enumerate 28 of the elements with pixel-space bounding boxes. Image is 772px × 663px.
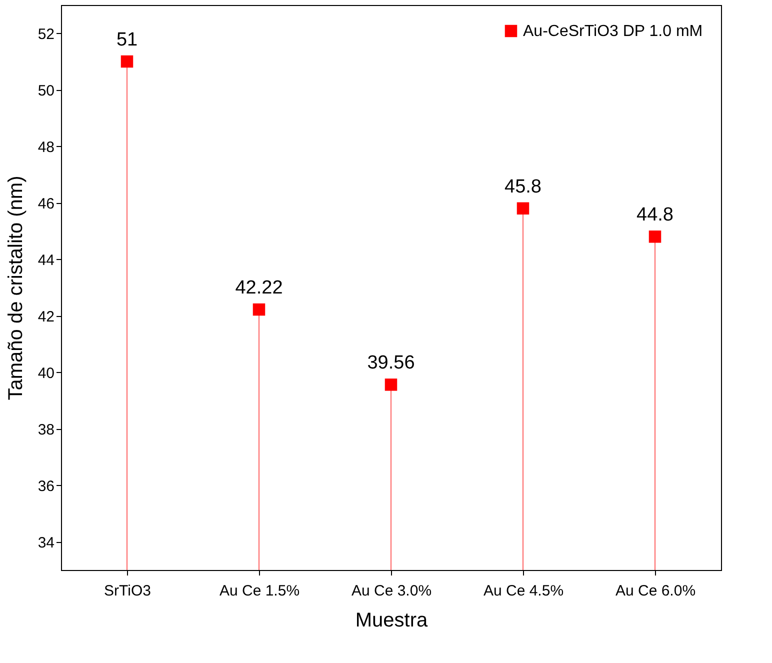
y-tick-label: 48 bbox=[38, 138, 54, 156]
data-label: 42.22 bbox=[235, 278, 283, 299]
point bbox=[252, 303, 266, 316]
data-label: 51 bbox=[116, 30, 138, 50]
y-tick-label: 44 bbox=[38, 252, 54, 269]
x-tick-label: SrTiO3 bbox=[104, 582, 151, 600]
point bbox=[120, 55, 134, 68]
y-axis-title: Tamaño de cristalito (nm) bbox=[4, 176, 27, 400]
x-axis-title: Muestra bbox=[355, 610, 428, 632]
point bbox=[648, 230, 662, 243]
y-tick-label: 34 bbox=[38, 534, 54, 552]
point bbox=[384, 378, 398, 391]
y-tick-label: 40 bbox=[38, 364, 54, 382]
y-tick-label: 50 bbox=[38, 82, 54, 100]
y-tick-label: 38 bbox=[38, 421, 54, 438]
y-tick-label: 46 bbox=[38, 195, 54, 212]
data-label: 45.8 bbox=[504, 176, 542, 198]
y-tick-label: 42 bbox=[38, 308, 54, 326]
y-tick-label: 52 bbox=[38, 26, 54, 43]
point bbox=[516, 202, 530, 215]
x-tick-label: Au Ce 6.0% bbox=[615, 582, 696, 600]
x-tick-label: Au Ce 4.5% bbox=[483, 582, 564, 600]
data-label: 39.56 bbox=[367, 352, 415, 374]
x-tick-label: Au Ce 3.0% bbox=[351, 582, 432, 600]
data-label: 44.8 bbox=[636, 204, 674, 226]
y-tick-label: 36 bbox=[38, 478, 54, 495]
legend-label: Au-CeSrTiO3 DP 1.0 mM bbox=[523, 23, 703, 40]
x-tick-label: Au Ce 1.5% bbox=[219, 582, 300, 600]
